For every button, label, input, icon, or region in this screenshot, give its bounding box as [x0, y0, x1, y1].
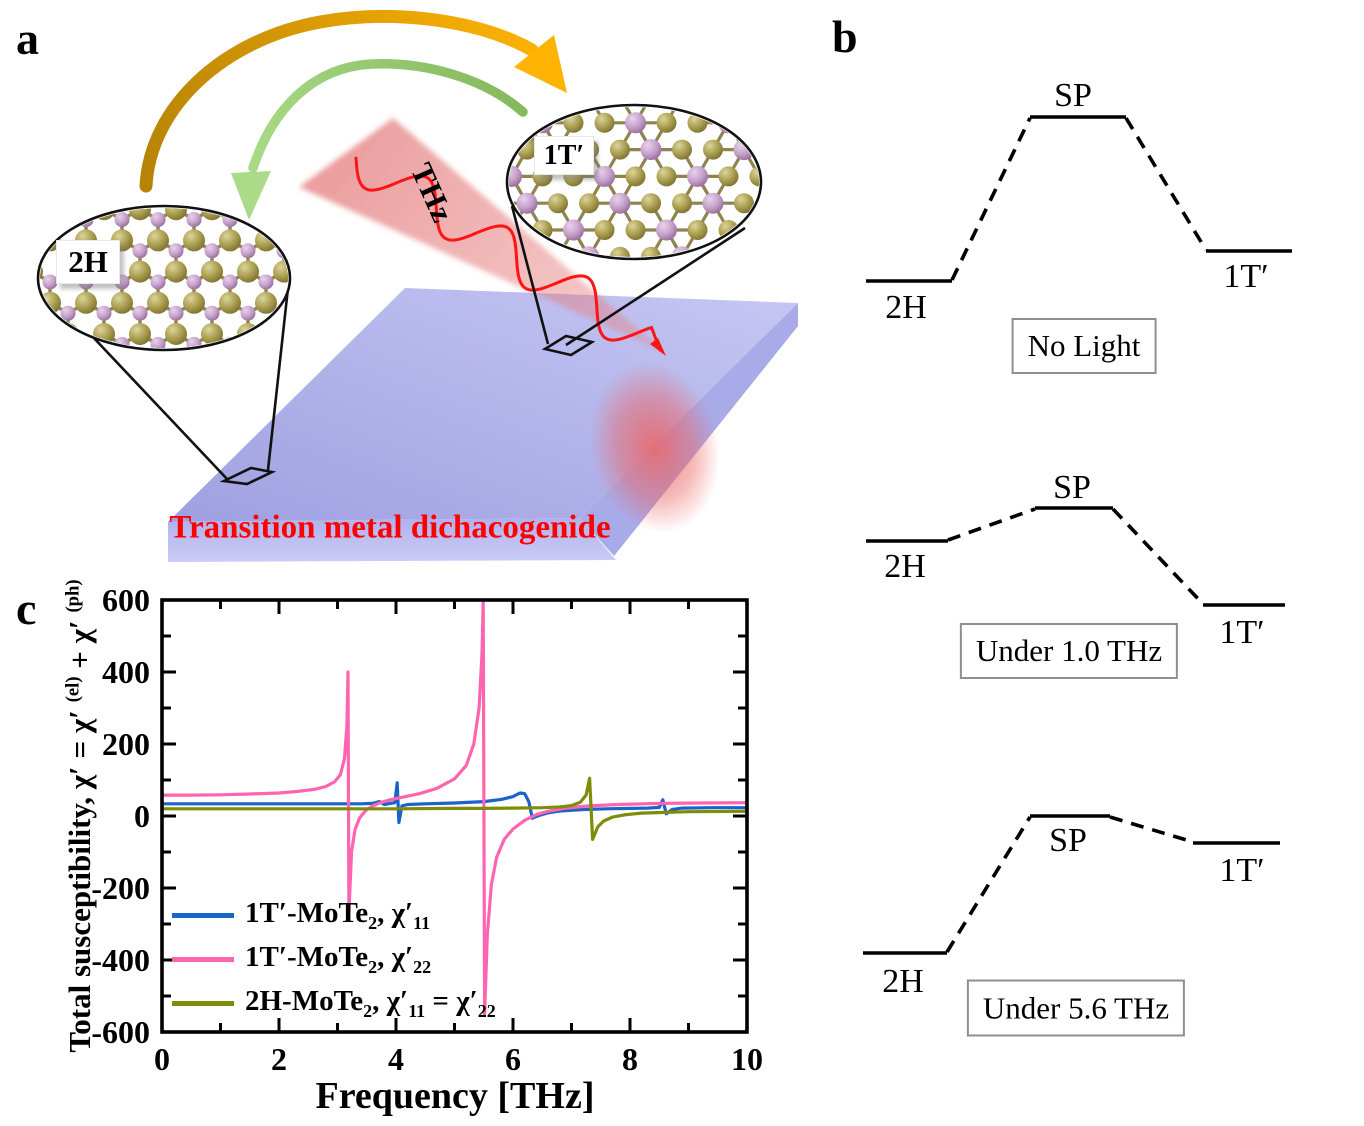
caption-5-6-thz: Under 5.6 THz [966, 979, 1186, 1037]
substrate-label: Transition metal dichacogenide [169, 509, 611, 546]
svg-text:600: 600 [102, 582, 150, 618]
thz-beam-cone [299, 118, 666, 353]
svg-text:200: 200 [102, 726, 150, 762]
y-axis-title: Total susceptibility, χ′ = χ′ (el) + χ′ … [62, 579, 97, 1053]
chart-curves [163, 601, 746, 1016]
legend-item: 2H-MoTe2, χ′11 = χ′22 [172, 981, 496, 1025]
legend-line-swatch [172, 912, 234, 918]
beam-spot-glow [589, 362, 721, 534]
series-2H-MoTe2, χ′11 = χ′22 [163, 776, 746, 842]
svg-text:10: 10 [731, 1041, 763, 1077]
legend-item: 1T′-MoTe2, χ′22 [172, 937, 496, 981]
inset-funnel-1t [510, 205, 746, 357]
thz-waveform [354, 156, 666, 356]
level-sp-label: SP [1049, 822, 1087, 859]
panel-a-illustration [36, 10, 798, 562]
legend-label: 1T′-MoTe2, χ′11 [245, 896, 431, 933]
svg-text:400: 400 [102, 654, 150, 690]
svg-text:8: 8 [622, 1041, 638, 1077]
susceptibility-chart: 0 2 4 6 8 10 600 400 200 0 -200 -400 -600 Frequency… [91, 582, 763, 1117]
gold-transition-arrow [139, 10, 567, 193]
x-tick-labels: 0 2 4 6 8 10 [154, 1041, 763, 1077]
svg-text:6: 6 [505, 1041, 521, 1077]
legend-item: 1T′-MoTe2, χ′11 [172, 893, 496, 937]
level-2h-label: 2H [885, 289, 927, 326]
level-2h-label: 2H [884, 548, 926, 585]
level-1t-label: 1T′ [1219, 852, 1265, 889]
svg-text:4: 4 [388, 1041, 404, 1077]
caption-1-0-thz: Under 1.0 THz [959, 623, 1179, 679]
chart-legend: 1T′-MoTe2, χ′11 1T′-MoTe2, χ′22 2H-MoTe2, … [172, 893, 496, 1025]
inset-funnel-2h [91, 287, 290, 486]
svg-text:-400: -400 [91, 942, 150, 978]
svg-text:-600: -600 [91, 1014, 150, 1050]
panel-c-label: c [16, 583, 37, 634]
green-transition-arrow [231, 59, 528, 220]
legend-label: 1T′-MoTe2, χ′22 [245, 940, 432, 977]
phase-label-2h: 2H [56, 240, 120, 284]
level-sp-label: SP [1054, 77, 1092, 114]
level-2h-label: 2H [882, 963, 924, 1000]
panel-b-label: b [832, 11, 858, 62]
svg-text:2: 2 [271, 1041, 287, 1077]
panel-a-label: a [16, 13, 39, 64]
svg-text:0: 0 [134, 798, 150, 834]
phase-label-1t: 1T′ [534, 136, 594, 175]
level-1t-label: 1T′ [1219, 614, 1265, 651]
x-axis-title: Frequency [THz] [316, 1075, 595, 1117]
series-1T′-MoTe2, χ′22 [163, 601, 746, 1016]
legend-line-swatch [172, 956, 234, 962]
plot-frame [160, 598, 749, 1034]
level-1t-label: 1T′ [1223, 258, 1269, 295]
legend-line-swatch [172, 1000, 234, 1006]
svg-text:0: 0 [154, 1041, 170, 1077]
panel-b-diagrams [863, 115, 1292, 955]
level-sp-label: SP [1053, 469, 1091, 506]
legend-label: 2H-MoTe2, χ′11 = χ′22 [245, 984, 496, 1021]
svg-text:-200: -200 [91, 870, 150, 906]
caption-no-light: No Light [1011, 318, 1157, 374]
y-tick-labels: 600 400 200 0 -200 -400 -600 [91, 582, 150, 1050]
